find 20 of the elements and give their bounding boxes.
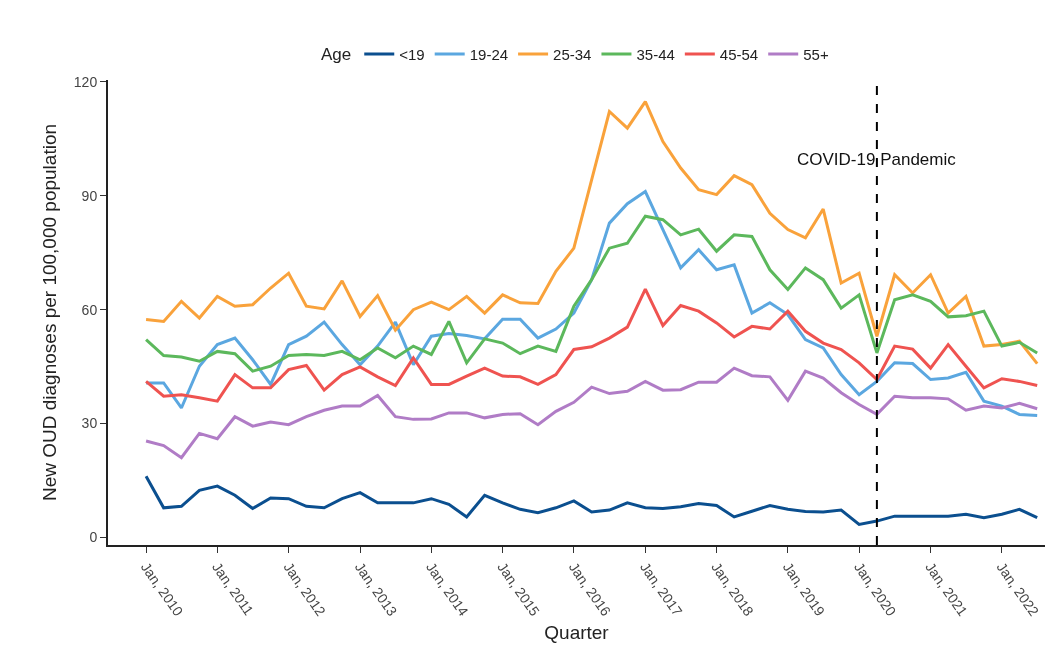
legend-label: 55+ bbox=[803, 45, 829, 63]
y-axis-title: New OUD diagnoses per 100,000 population bbox=[39, 123, 61, 502]
legend-label: 35-44 bbox=[636, 45, 675, 63]
legend-label: 25-34 bbox=[553, 45, 592, 63]
y-tick-label: 120 bbox=[73, 73, 98, 90]
legend-label: <19 bbox=[399, 45, 425, 63]
legend-label: 45-54 bbox=[719, 45, 759, 63]
line-series bbox=[144, 366, 1039, 460]
legend-title: Age bbox=[321, 44, 352, 64]
line-series bbox=[144, 100, 1039, 366]
ref-line-label: COVID-19 Pandemic bbox=[797, 150, 957, 169]
y-tick-label: 60 bbox=[81, 301, 98, 318]
y-tick-label: 0 bbox=[89, 529, 98, 546]
legend-label: 19-24 bbox=[469, 45, 509, 63]
line-series bbox=[144, 474, 1039, 526]
line-series bbox=[144, 287, 1039, 403]
y-tick-label: 30 bbox=[81, 415, 98, 432]
y-tick-label: 90 bbox=[81, 187, 98, 204]
x-axis-title: Quarter bbox=[544, 622, 610, 644]
line-series bbox=[144, 214, 1039, 373]
